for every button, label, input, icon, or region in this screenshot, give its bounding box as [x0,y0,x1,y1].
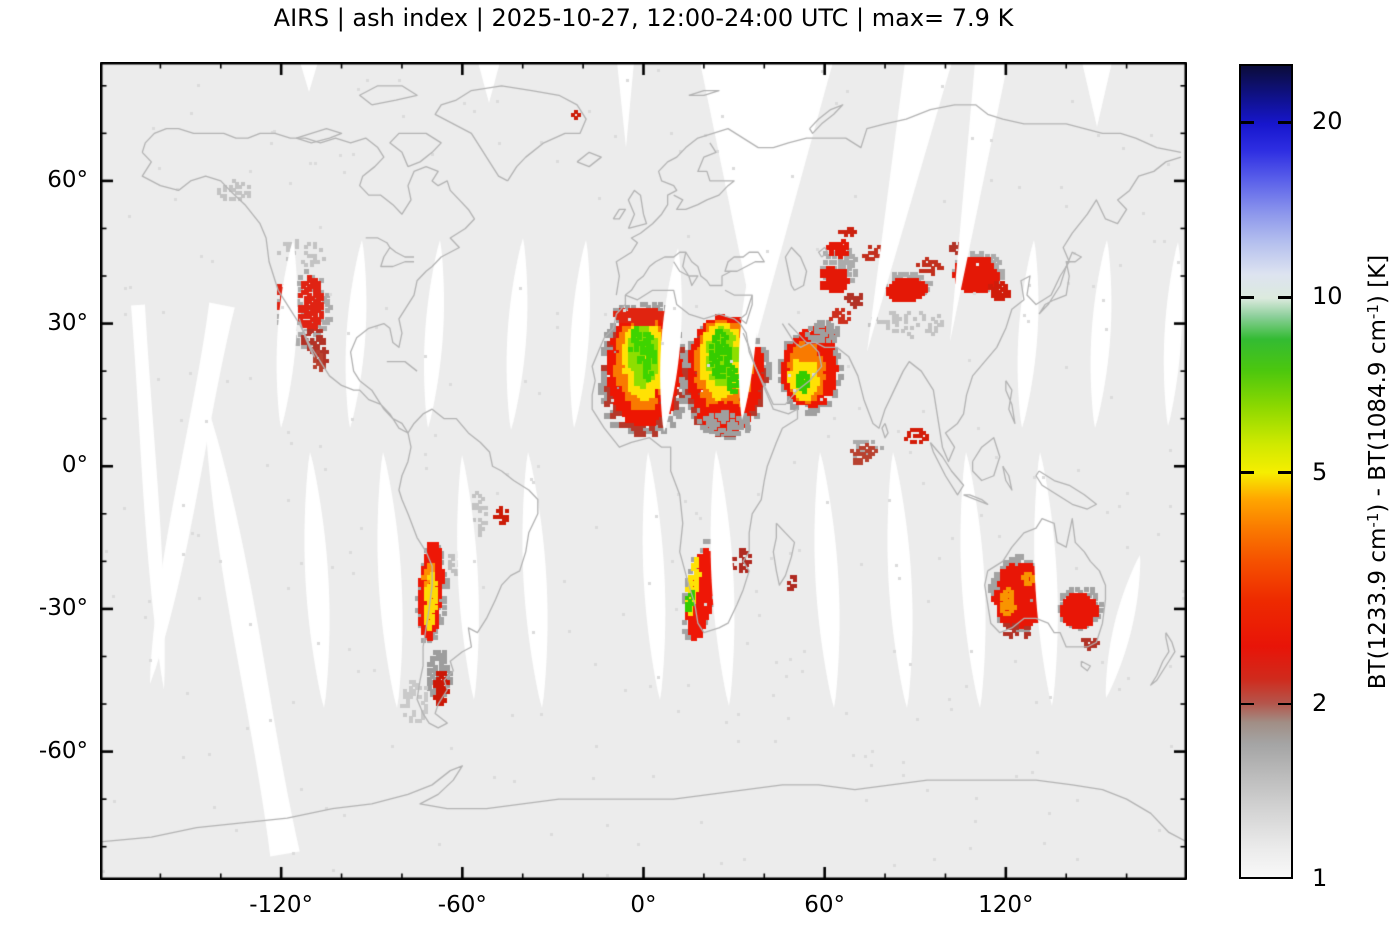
colorbar-label-pre: BT(1233.9 cm [1365,527,1391,690]
colorbar-tick-label: 5 [1312,457,1328,486]
colorbar-tick-label: 10 [1312,282,1343,311]
world-map-canvas [100,62,1187,880]
colorbar-tick-label: 2 [1312,688,1328,717]
x-tick-label: -60° [437,892,487,918]
x-tick-label: 0° [630,892,657,918]
x-tick-label: -120° [249,892,313,918]
colorbar-tick [1241,702,1254,706]
colorbar-label-sup1: -1 [1364,512,1382,528]
x-tick-label: 120° [978,892,1034,918]
colorbar-tick [1241,121,1254,124]
colorbar-tick-label: 1 [1312,864,1328,892]
y-tick-label: 30° [47,309,88,336]
colorbar-tick [1278,121,1291,124]
colorbar-tick [1278,296,1291,299]
x-tick-label: 60° [804,892,846,918]
colorbar-tick [1241,471,1254,474]
colorbar-tick-label: 20 [1312,107,1343,136]
plot-title: AIRS | ash index | 2025-10-27, 12:00-24:… [273,4,1014,32]
y-tick-label: 0° [61,452,88,479]
colorbar-tick [1241,296,1254,299]
colorbar-tick [1278,702,1291,706]
colorbar-tick [1278,471,1291,474]
y-tick-label: 60° [47,166,88,193]
y-tick-label: -30° [38,594,88,621]
y-tick-label: -60° [38,737,88,764]
